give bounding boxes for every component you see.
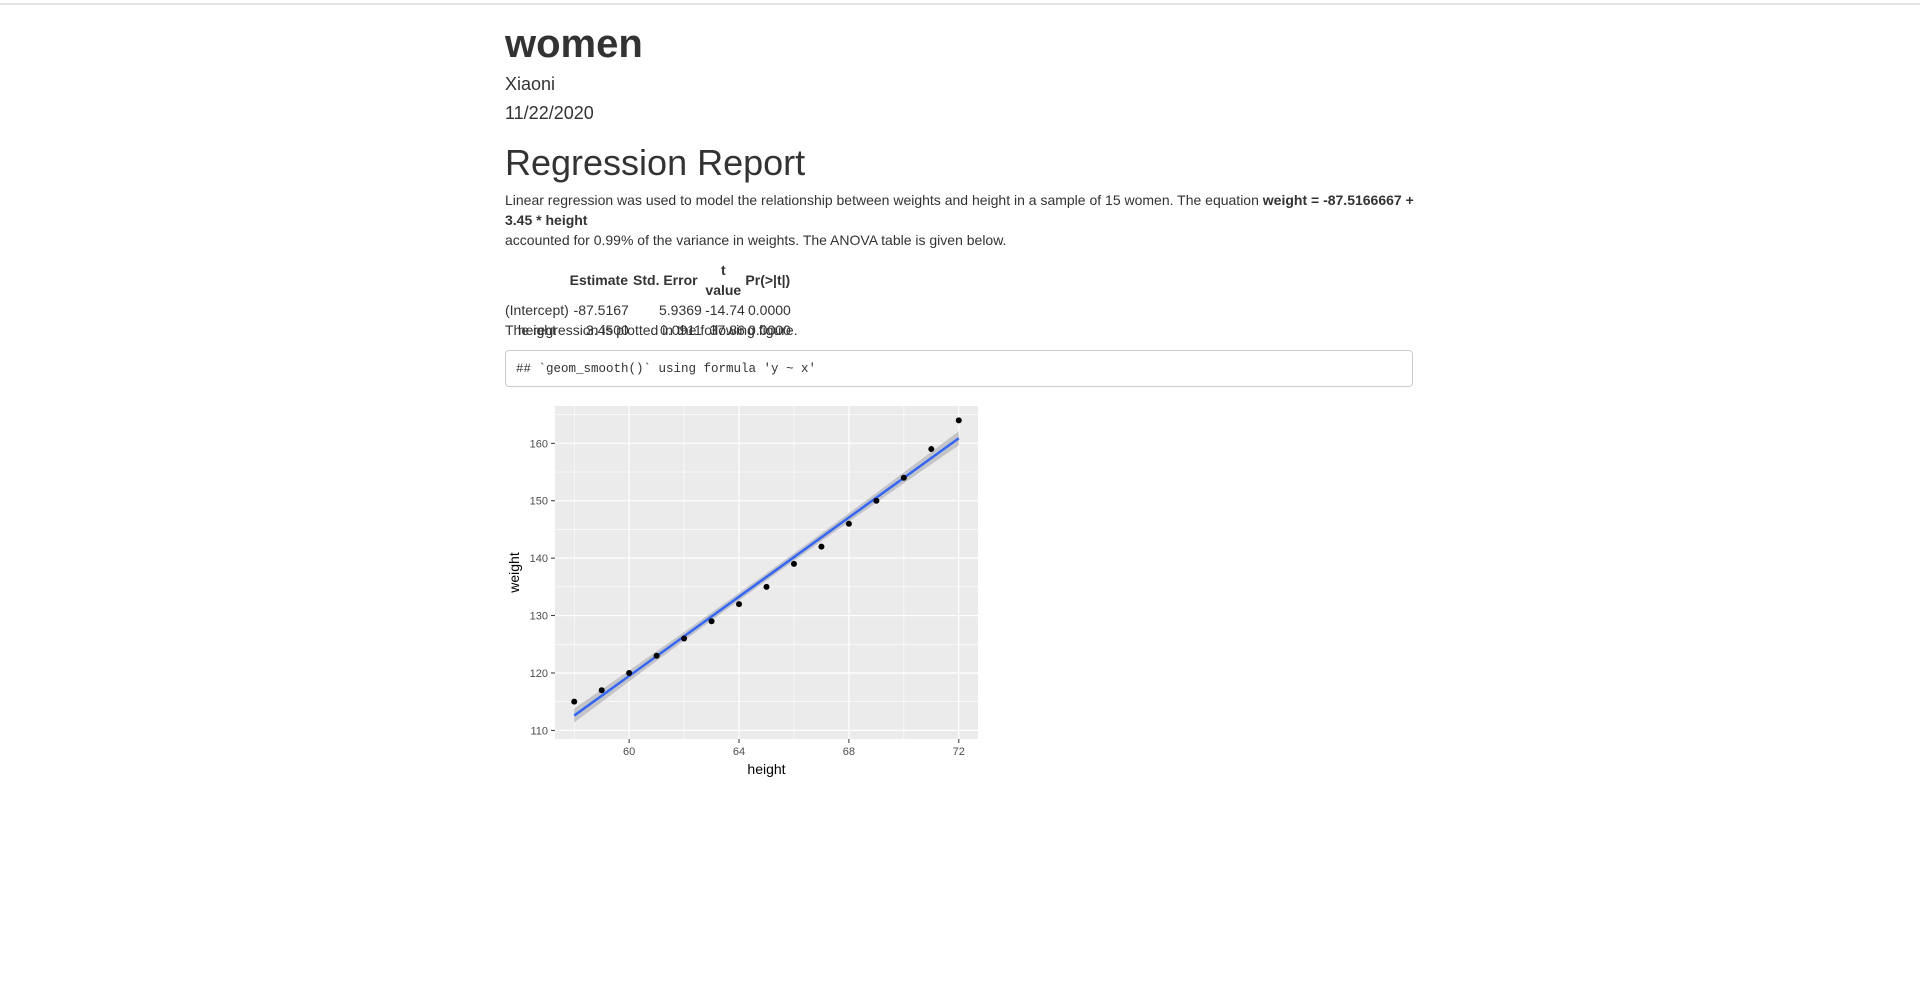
document-author: Xiaoni [505, 74, 556, 94]
anova-row-name: (Intercept) [505, 302, 569, 318]
x-tick-label: 60 [623, 746, 635, 758]
anova-header-row: Estimate Std. Error t value Pr(>|t|) [505, 260, 791, 300]
intro-text: Linear regression was used to model the … [505, 192, 1263, 208]
data-point [653, 652, 660, 659]
top-border [0, 3, 1920, 5]
document-title: women [505, 22, 643, 66]
data-point [955, 417, 962, 424]
regression-chart: 60 64 68 72 110 120 130 140 150 160 height weight [506, 406, 978, 777]
y-tick-label: 150 [530, 496, 548, 508]
anova-cell: 0.0000 [747, 322, 791, 338]
anova-row-name: height [517, 322, 556, 338]
data-point [928, 446, 935, 453]
data-point [708, 618, 715, 625]
anova-table: Estimate Std. Error t value Pr(>|t|) (In… [505, 260, 791, 340]
anova-cell: -14.74 [705, 302, 745, 318]
data-point [790, 560, 797, 567]
anova-header-cell: Pr(>|t|) [745, 272, 791, 288]
code-output-block[interactable]: ## `geom_smooth()` using formula 'y ~ x' [505, 350, 1413, 387]
data-point [845, 520, 852, 527]
data-point [571, 698, 578, 705]
data-point [900, 474, 907, 481]
document-date: 11/22/2020 [505, 103, 594, 123]
anova-cell: 0.0911 [660, 322, 702, 338]
anova-cell: 0.0000 [747, 302, 791, 318]
x-tick-label: 68 [843, 746, 855, 758]
anova-cell: -87.5167 [573, 302, 629, 318]
table-row: height 3.4500 0.0911 37.86 0.0000 [505, 320, 791, 340]
y-tick-label: 120 [530, 668, 548, 680]
y-tick-label: 140 [530, 553, 548, 565]
x-axis-label: height [747, 761, 785, 777]
y-axis-label: weight [506, 552, 522, 594]
regression-line [573, 437, 960, 717]
intro-paragraph: Linear regression was used to model the … [505, 190, 1415, 250]
x-tick-label: 64 [733, 746, 745, 758]
data-point [763, 583, 770, 590]
data-point [598, 687, 605, 694]
anova-header-cell: Std. Error [633, 272, 698, 288]
anova-header-cell: t value [705, 262, 742, 298]
data-point [626, 669, 633, 676]
regression-plot: 60 64 68 72 110 120 130 140 150 160 height weight [505, 398, 985, 783]
anova-cell: 5.9369 [658, 302, 702, 318]
figure-note: The regression is plotted in the followi… [505, 322, 798, 338]
data-point [681, 635, 688, 642]
anova-header-cell [505, 260, 569, 300]
data-point [818, 543, 825, 550]
anova-cell: 37.86 [709, 322, 745, 338]
table-row: (Intercept) -87.5167 5.9369 -14.74 0.000… [505, 300, 791, 320]
y-tick-label: 110 [530, 725, 548, 737]
y-tick-label: 160 [530, 438, 548, 450]
regression-equation: weight = -87.5166667 + 3.45 * height [505, 192, 1414, 228]
x-tick-label: 72 [953, 746, 965, 758]
y-tick-label: 130 [530, 611, 548, 623]
section-heading: Regression Report [505, 142, 806, 183]
anova-header-cell: Estimate [569, 272, 628, 288]
data-point [873, 497, 880, 504]
data-point [736, 601, 743, 608]
intro-text-continued: accounted for 0.99% of the variance in w… [505, 232, 1007, 248]
anova-cell: 3.4500 [585, 322, 629, 338]
